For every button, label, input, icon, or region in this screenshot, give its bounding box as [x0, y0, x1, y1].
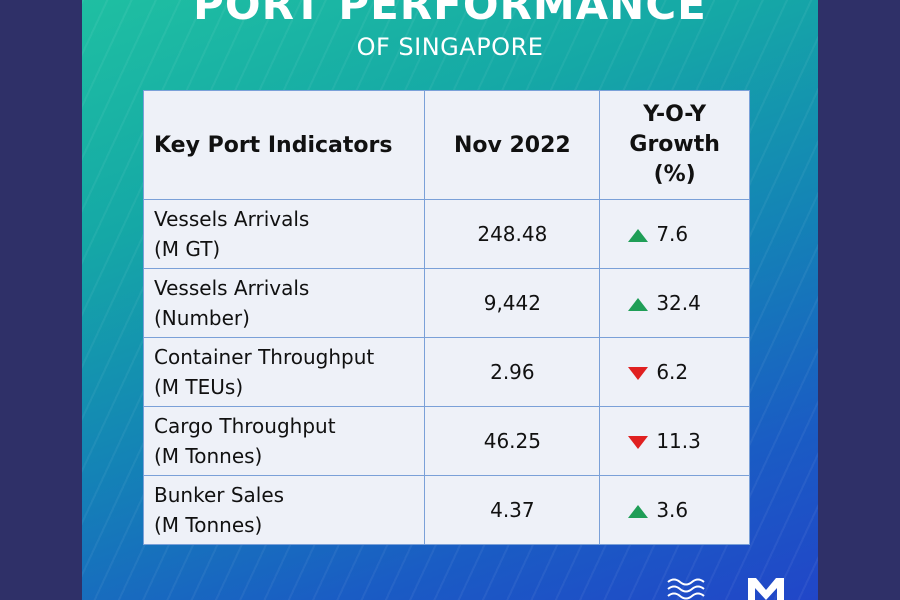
- indicator-cell: Vessels Arrivals (Number): [142, 268, 426, 338]
- table-row: Cargo Throughput (M Tonnes) 46.25 11.3: [142, 406, 750, 476]
- indicator-unit: (M Tonnes): [154, 513, 263, 537]
- header-period: Nov 2022: [424, 90, 601, 200]
- right-border: [818, 0, 900, 600]
- header-growth-line-1: Y-O-Y: [643, 102, 707, 127]
- growth-cell: 32.4: [599, 268, 750, 338]
- growth-value: 32.4: [656, 291, 701, 315]
- indicator-cell: Cargo Throughput (M Tonnes): [142, 406, 426, 476]
- table-row: Container Throughput (M TEUs) 2.96 6.2: [142, 337, 750, 407]
- indicator-name: Container Throughput: [154, 345, 375, 369]
- indicator-name: Vessels Arrivals: [154, 276, 310, 300]
- value-cell: 4.37: [424, 475, 601, 545]
- value-cell: 2.96: [424, 337, 601, 407]
- table-row: Vessels Arrivals (Number) 9,442 32.4: [142, 268, 750, 338]
- value-cell: 9,442: [424, 268, 601, 338]
- page-title: PORT PERFORMANCE: [193, 0, 707, 29]
- triangle-down-icon: [628, 367, 649, 380]
- header-growth: Y-O-Y Growth (%): [599, 90, 750, 200]
- mpa-logo: [667, 578, 784, 600]
- page-subtitle: OF SINGAPORE: [356, 33, 544, 61]
- value-cell: 46.25: [424, 406, 601, 476]
- header-indicators: Key Port Indicators: [142, 90, 426, 200]
- triangle-up-icon: [628, 229, 649, 242]
- triangle-up-icon: [628, 505, 649, 518]
- triangle-up-icon: [628, 298, 649, 311]
- poster: PORT PERFORMANCE OF SINGAPORE Key Port I…: [82, 0, 818, 600]
- waves-icon: [667, 578, 705, 600]
- growth-cell: 3.6: [599, 475, 750, 545]
- growth-cell: 6.2: [599, 337, 750, 407]
- growth-value: 3.6: [656, 498, 689, 522]
- growth-value: 7.6: [656, 222, 689, 246]
- growth-cell: 7.6: [599, 199, 750, 269]
- indicator-name: Bunker Sales: [154, 483, 285, 507]
- growth-cell: 11.3: [599, 406, 750, 476]
- header-growth-line-2: Growth: [629, 132, 720, 157]
- indicator-unit: (M GT): [154, 237, 221, 261]
- m-logo-icon: [748, 578, 784, 600]
- value-cell: 248.48: [424, 199, 601, 269]
- indicator-unit: (M Tonnes): [154, 444, 263, 468]
- growth-value: 6.2: [656, 360, 689, 384]
- indicator-unit: (M TEUs): [154, 375, 244, 399]
- table-row: Bunker Sales (M Tonnes) 4.37 3.6: [142, 475, 750, 545]
- header-growth-line-3: (%): [653, 162, 696, 187]
- kpi-table-body: Vessels Arrivals (M GT) 248.48 7.6 Vessels A…: [142, 199, 750, 545]
- table-row: Vessels Arrivals (M GT) 248.48 7.6: [142, 199, 750, 269]
- growth-value: 11.3: [656, 429, 701, 453]
- indicator-name: Vessels Arrivals: [154, 207, 310, 231]
- indicator-cell: Container Throughput (M TEUs): [142, 337, 426, 407]
- indicator-name: Cargo Throughput: [154, 414, 336, 438]
- left-border: [0, 0, 82, 600]
- indicator-unit: (Number): [154, 306, 250, 330]
- kpi-table: Key Port Indicators Nov 2022 Y-O-Y Growt…: [142, 90, 750, 545]
- table-header-row: Key Port Indicators Nov 2022 Y-O-Y Growt…: [142, 90, 750, 200]
- triangle-down-icon: [628, 436, 649, 449]
- indicator-cell: Bunker Sales (M Tonnes): [142, 475, 426, 545]
- indicator-cell: Vessels Arrivals (M GT): [142, 199, 426, 269]
